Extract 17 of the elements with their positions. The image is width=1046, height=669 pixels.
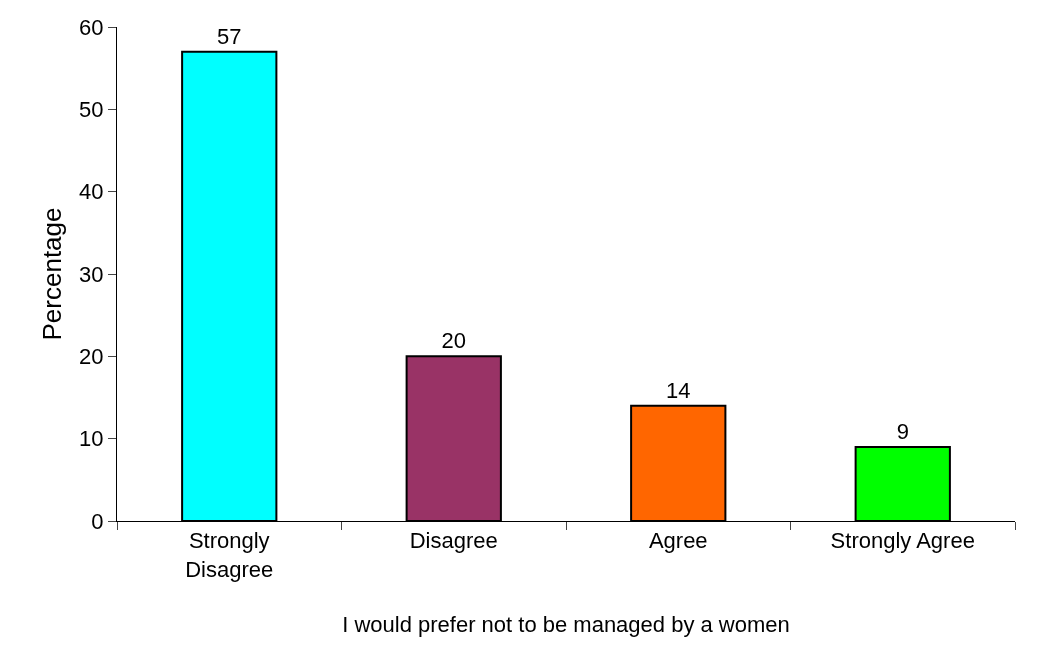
y-tick-label: 50: [79, 97, 104, 123]
data-label: 57: [217, 23, 242, 49]
x-tick-label: Strongly Disagree: [185, 528, 274, 582]
y-axis-title: Percentage: [36, 207, 67, 341]
data-label: 20: [441, 328, 466, 354]
y-tick-label: 10: [79, 426, 104, 452]
data-label: 14: [666, 377, 691, 403]
x-tick-label: Strongly Agree: [830, 528, 975, 554]
x-axis-title: I would prefer not to be managed by a women: [342, 611, 790, 637]
x-tick-label: Disagree: [409, 528, 498, 554]
y-tick-label: 20: [79, 344, 104, 370]
y-tick-label: 40: [79, 179, 104, 205]
y-tick-label: 0: [91, 508, 104, 534]
x-tick-label: Agree: [648, 528, 708, 554]
y-tick-label: 30: [79, 261, 104, 287]
data-label: 9: [896, 418, 909, 444]
y-tick-label: 60: [79, 14, 104, 40]
